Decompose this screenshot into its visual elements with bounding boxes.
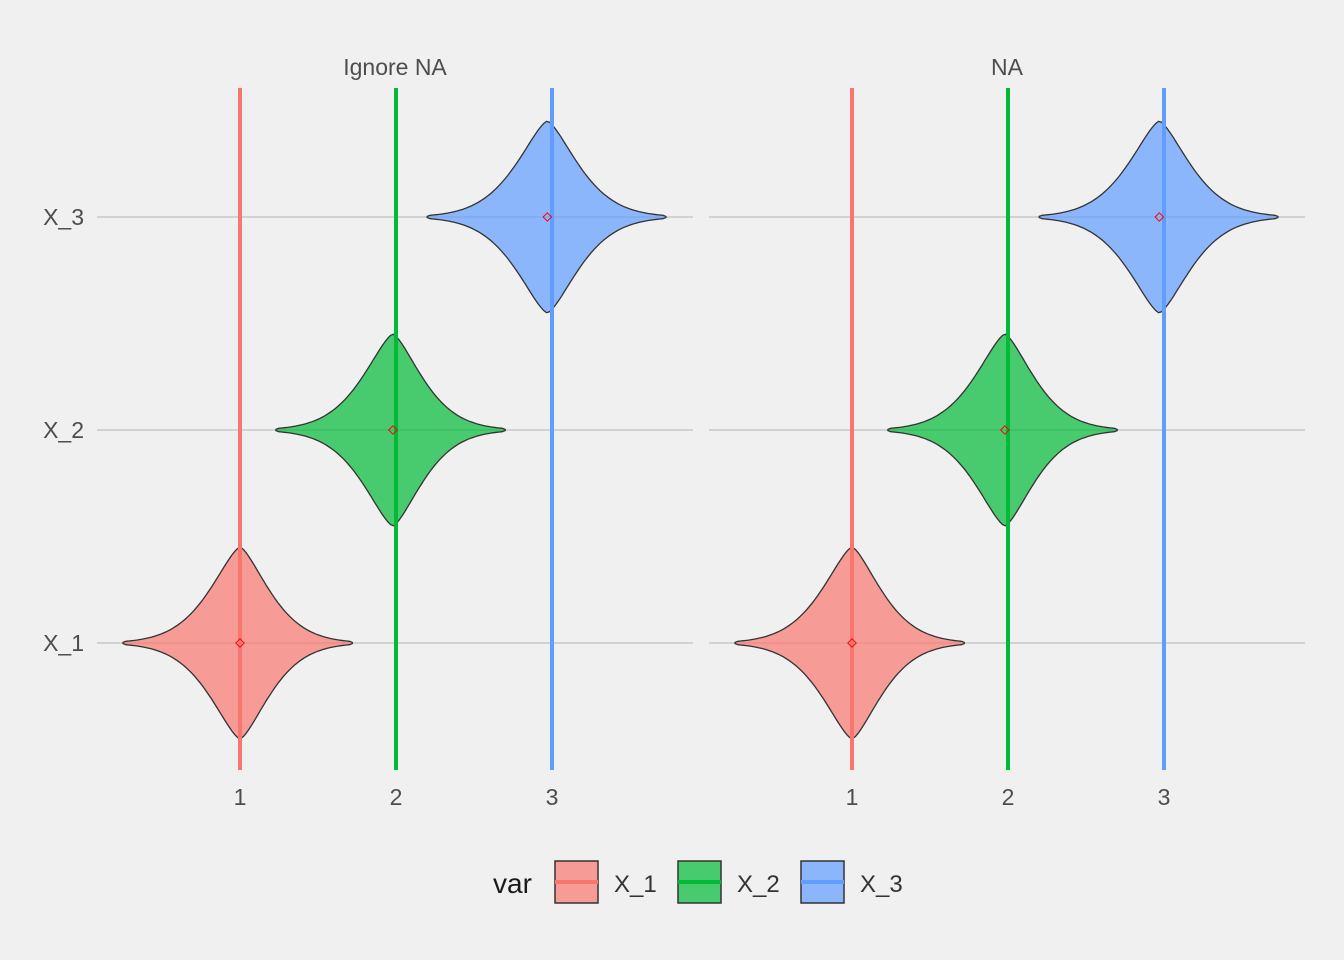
mean-point-x_2 xyxy=(999,425,1010,435)
legend-label-x_3: X_3 xyxy=(860,871,903,898)
facet-title: NA xyxy=(991,54,1024,80)
x-tick-label: 1 xyxy=(846,784,859,810)
legend-label-x_1: X_1 xyxy=(614,871,657,898)
violin-x_2 xyxy=(887,333,1118,527)
mean-point-x_1 xyxy=(235,638,245,648)
legend-label-x_2: X_2 xyxy=(737,871,780,898)
mean-point-x_1 xyxy=(847,638,857,648)
facet-title: Ignore NA xyxy=(343,54,447,80)
mean-point-x_3 xyxy=(542,212,553,222)
violin-x_3 xyxy=(426,120,667,314)
violin-x_2 xyxy=(275,333,506,527)
legend-title: var xyxy=(493,868,532,899)
mean-point-x_2 xyxy=(387,425,398,435)
x-tick-label: 1 xyxy=(234,784,247,810)
violin-x_1 xyxy=(734,546,965,740)
x-tick-label: 3 xyxy=(546,784,559,810)
violin-x_3 xyxy=(1038,120,1279,314)
violin-x_1 xyxy=(122,546,353,740)
x-tick-label: 2 xyxy=(1002,784,1015,810)
mean-point-x_3 xyxy=(1154,212,1165,222)
y-tick-label: X_2 xyxy=(43,417,84,443)
y-tick-label: X_1 xyxy=(43,630,84,656)
x-tick-label: 3 xyxy=(1158,784,1171,810)
x-tick-label: 2 xyxy=(390,784,403,810)
y-tick-label: X_3 xyxy=(43,204,84,230)
